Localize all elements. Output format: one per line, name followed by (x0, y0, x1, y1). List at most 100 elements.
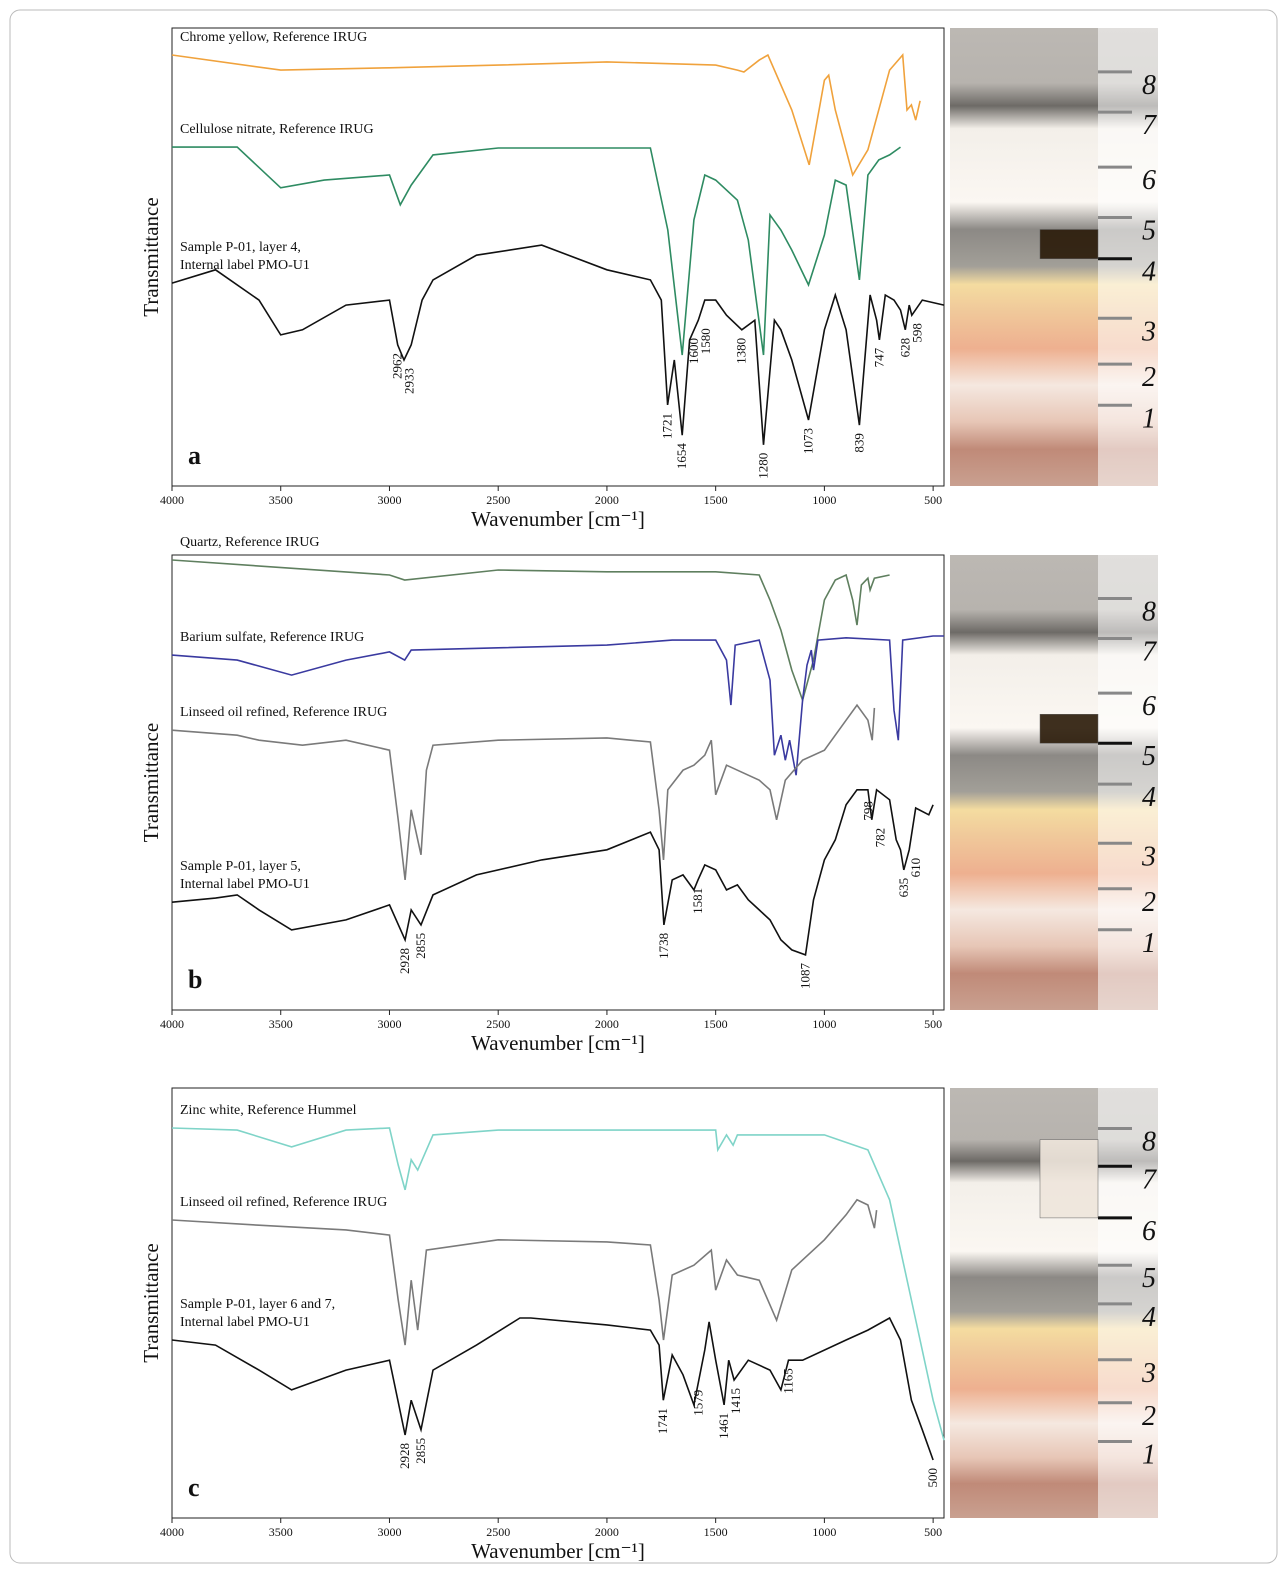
layer-number: 2 (1142, 887, 1156, 918)
peak-label: 1415 (728, 1388, 743, 1414)
peak-label: 1738 (656, 933, 671, 959)
x-tick-label: 4000 (160, 493, 184, 507)
series-label: Barium sulfate, Reference IRUG (180, 629, 364, 647)
x-tick-label: 1500 (704, 493, 728, 507)
highlight-crop (1040, 230, 1098, 259)
panel-label: c (188, 1473, 200, 1502)
layer-number: 1 (1142, 928, 1156, 959)
peak-label: 1580 (698, 328, 713, 354)
x-tick-label: 500 (924, 1525, 942, 1539)
series-label: Linseed oil refined, Reference IRUG (180, 1194, 387, 1212)
peak-label: 1280 (756, 453, 771, 479)
panel-label: a (188, 441, 201, 470)
peak-label: 1165 (781, 1368, 796, 1394)
layer-number: 8 (1142, 70, 1156, 101)
x-tick-label: 3500 (269, 493, 293, 507)
layer-number: 6 (1142, 165, 1156, 196)
x-tick-label: 3500 (269, 1017, 293, 1031)
layer-number: 3 (1141, 1358, 1156, 1389)
layer-number: 7 (1142, 1164, 1157, 1195)
layer-number: 5 (1142, 216, 1156, 247)
layer-number: 6 (1142, 1216, 1156, 1247)
spectrum-line (172, 705, 874, 880)
peak-label: 1721 (660, 413, 675, 439)
plot-frame (172, 555, 944, 1010)
x-tick-label: 1000 (812, 493, 836, 507)
layer-number: 2 (1142, 362, 1156, 393)
peak-label: 782 (872, 828, 887, 848)
x-tick-label: 4000 (160, 1017, 184, 1031)
y-axis-label: Transmittance (139, 723, 163, 842)
peak-label: 2855 (413, 933, 428, 959)
x-tick-label: 3000 (377, 493, 401, 507)
y-axis-label: Transmittance (139, 197, 163, 316)
x-tick-label: 3500 (269, 1525, 293, 1539)
series-label: Sample P-01, layer 4, Internal label PMO… (180, 239, 310, 275)
y-axis-label: Transmittance (139, 1243, 163, 1362)
peak-label: 1073 (801, 428, 816, 454)
layer-number: 4 (1142, 1302, 1156, 1333)
peak-label: 1579 (690, 1390, 705, 1416)
x-tick-label: 1500 (704, 1017, 728, 1031)
layer-number: 5 (1142, 1263, 1156, 1294)
layer-number: 1 (1142, 403, 1156, 434)
peak-label: 2855 (413, 1438, 428, 1464)
layer-number: 8 (1142, 1126, 1156, 1157)
peak-label: 2933 (402, 368, 417, 394)
layer-number: 4 (1142, 257, 1156, 288)
x-axis-label: Wavenumber [cm⁻¹] (471, 507, 645, 531)
layer-number: 7 (1142, 637, 1157, 668)
series-label: Cellulose nitrate, Reference IRUG (180, 121, 374, 139)
spectrum-line (172, 1318, 933, 1460)
layer-number: 2 (1142, 1401, 1156, 1432)
x-tick-label: 2000 (595, 493, 619, 507)
layer-number: 3 (1141, 841, 1156, 872)
highlight-crop (1040, 714, 1098, 743)
peak-label: 598 (909, 323, 924, 343)
x-tick-label: 2500 (486, 493, 510, 507)
series-label: Zinc white, Reference Hummel (180, 1102, 356, 1120)
figure-canvas: 4000350030002500200015001000500Wavenumbe… (0, 0, 1287, 1573)
series-label: Sample P-01, layer 6 and 7, Internal lab… (180, 1296, 335, 1332)
x-tick-label: 2000 (595, 1525, 619, 1539)
layer-number: 4 (1142, 782, 1156, 813)
layer-number: 6 (1142, 691, 1156, 722)
x-tick-label: 1500 (704, 1525, 728, 1539)
peak-label: 635 (896, 878, 911, 898)
x-tick-label: 1000 (812, 1525, 836, 1539)
series-label: Quartz, Reference IRUG (180, 534, 320, 552)
figure: 4000350030002500200015001000500Wavenumbe… (0, 0, 1287, 1573)
series-label: Linseed oil refined, Reference IRUG (180, 704, 387, 722)
spectrum-line (172, 1128, 944, 1440)
x-tick-label: 1000 (812, 1017, 836, 1031)
peak-label: 1087 (797, 962, 812, 989)
layer-number: 5 (1142, 741, 1156, 772)
x-axis-label: Wavenumber [cm⁻¹] (471, 1539, 645, 1563)
peak-label: 747 (871, 347, 886, 367)
x-axis-label: Wavenumber [cm⁻¹] (471, 1031, 645, 1055)
series-label: Chrome yellow, Reference IRUG (180, 29, 367, 47)
x-tick-label: 3000 (377, 1017, 401, 1031)
peak-label: 610 (908, 858, 923, 878)
x-tick-label: 2000 (595, 1017, 619, 1031)
x-tick-label: 2500 (486, 1525, 510, 1539)
layer-number: 8 (1142, 597, 1156, 628)
peak-label: 798 (860, 801, 875, 821)
layer-number: 3 (1141, 316, 1156, 347)
peak-label: 2928 (397, 1443, 412, 1469)
spectrum-line (172, 55, 920, 175)
x-tick-label: 3000 (377, 1525, 401, 1539)
layer-number: 1 (1142, 1440, 1156, 1471)
panel-label: b (188, 965, 202, 994)
peak-label: 1741 (655, 1408, 670, 1434)
peak-label: 839 (851, 433, 866, 453)
x-tick-label: 500 (924, 493, 942, 507)
peak-label: 1581 (690, 888, 705, 914)
peak-label: 2928 (397, 948, 412, 974)
peak-label: 1380 (734, 338, 749, 364)
highlight-crop (1040, 1140, 1098, 1218)
x-tick-label: 4000 (160, 1525, 184, 1539)
layer-number: 7 (1142, 110, 1157, 141)
x-tick-label: 2500 (486, 1017, 510, 1031)
peak-label: 500 (925, 1468, 940, 1488)
